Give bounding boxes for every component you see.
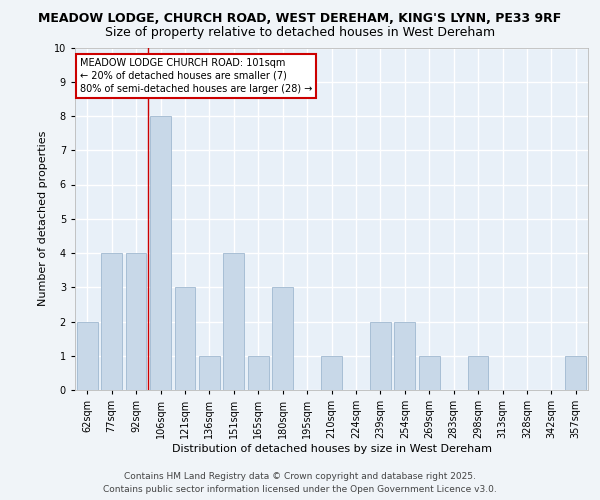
Bar <box>77 322 98 390</box>
Bar <box>419 356 440 390</box>
Bar <box>272 287 293 390</box>
Bar <box>370 322 391 390</box>
Bar <box>248 356 269 390</box>
Bar <box>223 253 244 390</box>
Text: Contains HM Land Registry data © Crown copyright and database right 2025.
Contai: Contains HM Land Registry data © Crown c… <box>103 472 497 494</box>
Bar <box>125 253 146 390</box>
Text: Size of property relative to detached houses in West Dereham: Size of property relative to detached ho… <box>105 26 495 39</box>
Bar <box>321 356 342 390</box>
Bar <box>565 356 586 390</box>
Bar <box>150 116 171 390</box>
Y-axis label: Number of detached properties: Number of detached properties <box>38 131 48 306</box>
Bar <box>199 356 220 390</box>
X-axis label: Distribution of detached houses by size in West Dereham: Distribution of detached houses by size … <box>172 444 491 454</box>
Bar <box>467 356 488 390</box>
Bar <box>101 253 122 390</box>
Bar <box>394 322 415 390</box>
Text: MEADOW LODGE, CHURCH ROAD, WEST DEREHAM, KING'S LYNN, PE33 9RF: MEADOW LODGE, CHURCH ROAD, WEST DEREHAM,… <box>38 12 562 26</box>
Bar <box>175 287 196 390</box>
Text: MEADOW LODGE CHURCH ROAD: 101sqm
← 20% of detached houses are smaller (7)
80% of: MEADOW LODGE CHURCH ROAD: 101sqm ← 20% o… <box>80 58 313 94</box>
